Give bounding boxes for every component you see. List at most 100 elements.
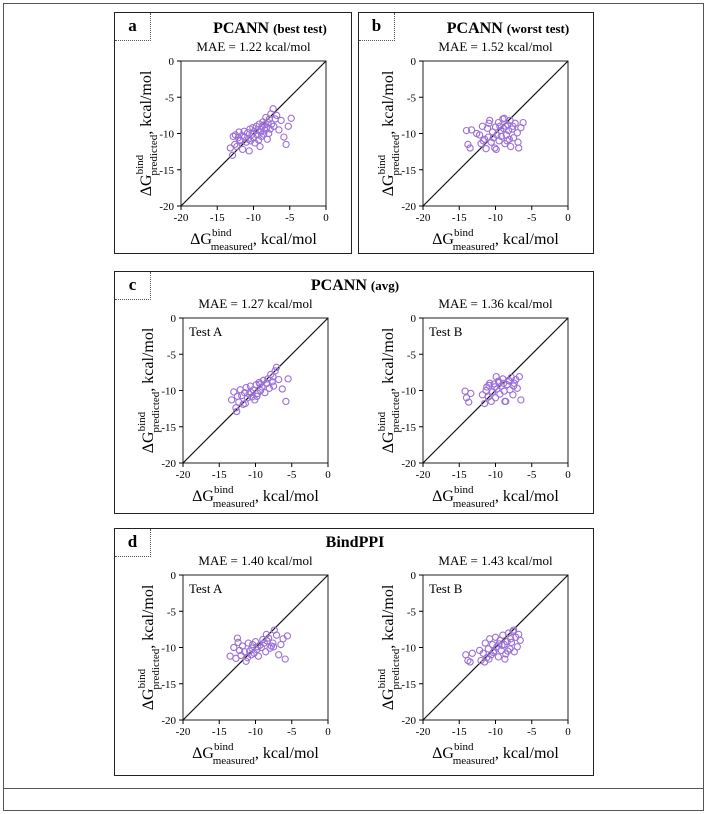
y-tick-label: -15 <box>401 165 416 177</box>
x-tick-label: -20 <box>416 469 431 481</box>
x-tick-label: 0 <box>565 469 571 481</box>
data-point <box>234 638 242 647</box>
data-point <box>509 122 517 130</box>
panel-c-tag: c <box>115 272 151 300</box>
data-point <box>513 129 521 137</box>
y-axis-label: ΔGbind predicted, kcal/mol <box>136 584 162 710</box>
y-tick-label: 0 <box>169 56 175 68</box>
y-tick-label: -10 <box>159 129 174 141</box>
y-tick-label: 0 <box>411 56 417 68</box>
y-tick-label: -15 <box>161 679 176 691</box>
data-point <box>509 382 518 390</box>
panel-a-tag: a <box>115 13 151 41</box>
data-point <box>241 399 249 408</box>
data-point <box>262 630 271 639</box>
data-point <box>489 648 497 657</box>
data-point <box>269 105 277 113</box>
data-point <box>248 644 256 652</box>
data-point <box>247 389 255 397</box>
data-point <box>515 144 523 152</box>
identity-line <box>182 574 329 721</box>
y-axis-label-group: ΔGbind predicted, kcal/mol <box>376 327 402 453</box>
panel-c-title-paren: (avg) <box>370 278 400 293</box>
data-point <box>251 396 259 404</box>
x-tick-label: -15 <box>452 469 467 481</box>
data-point <box>272 631 281 639</box>
panel-c: c PCANN (avg) MAE = 1.27 kcal/mol -20 -15 -… <box>114 271 594 514</box>
data-point <box>260 130 268 138</box>
data-point <box>473 129 481 138</box>
mae-label: MAE = 1.43 kcal/mol <box>438 553 553 568</box>
mae-label: MAE = 1.40 kcal/mol <box>198 553 313 568</box>
x-tick-label: -5 <box>287 469 297 481</box>
data-point <box>513 384 521 392</box>
x-tick-label: 0 <box>325 726 331 738</box>
data-point <box>228 151 237 159</box>
y-tick-label: -20 <box>401 458 416 470</box>
x-tick-label: -5 <box>527 212 537 224</box>
y-axis-label-group: ΔGbind predicted, kcal/mol <box>376 70 402 196</box>
data-point <box>497 132 505 141</box>
data-point <box>509 391 517 399</box>
panel-c-title-main: PCANN <box>310 277 367 294</box>
data-point <box>283 632 292 640</box>
data-point <box>269 639 277 647</box>
y-tick-label: -15 <box>159 165 174 177</box>
y-tick-label: 0 <box>171 570 177 582</box>
mae-label: MAE = 1.27 kcal/mol <box>198 296 313 311</box>
scatter-chart-d-test-b: MAE = 1.43 kcal/mol -20 -15 -10 -5 0 -20 -15 -10… <box>376 553 571 767</box>
data-point <box>494 653 503 661</box>
data-point <box>508 125 516 133</box>
data-point <box>264 634 273 642</box>
data-point <box>273 111 281 120</box>
panel-b-title-paren: (worst test) <box>506 21 570 36</box>
data-point <box>233 634 242 642</box>
panel-d: d BindPPI MAE = 1.40 kcal/mol -20 -15 -10 -5… <box>114 528 594 776</box>
test-label: Test B <box>429 581 463 596</box>
data-point <box>494 118 503 127</box>
y-tick-label: -15 <box>401 422 416 434</box>
data-point <box>263 379 271 387</box>
y-axis-label: ΔGbind predicted, kcal/mol <box>136 327 162 453</box>
data-point <box>483 124 492 133</box>
data-point <box>481 639 489 647</box>
data-point <box>507 638 516 647</box>
identity-line <box>180 60 327 207</box>
y-tick-label: -15 <box>161 422 176 434</box>
scatter-chart-c-test-b: MAE = 1.36 kcal/mol -20 -15 -10 -5 0 -20 -15 -10… <box>376 296 571 510</box>
data-point <box>504 647 512 655</box>
data-point <box>480 399 489 408</box>
data-point <box>262 648 270 656</box>
data-point <box>496 122 504 130</box>
data-point <box>240 648 249 656</box>
x-tick-label: -15 <box>212 726 227 738</box>
x-tick-label: -5 <box>527 726 537 738</box>
data-point <box>236 136 244 144</box>
data-point <box>282 140 290 149</box>
data-point <box>492 145 500 154</box>
panel-c-title: PCANN (avg) <box>255 277 455 295</box>
data-point <box>495 137 503 145</box>
identity-line <box>422 574 569 721</box>
y-tick-label: 0 <box>171 313 177 325</box>
panel-d-title: BindPPI <box>255 534 455 552</box>
x-tick-label: -15 <box>452 212 467 224</box>
y-tick-label: 0 <box>411 313 417 325</box>
data-point <box>486 116 494 125</box>
data-point <box>515 373 524 381</box>
x-tick-label: -20 <box>416 212 431 224</box>
y-axis-label-group: ΔGbind predicted, kcal/mol <box>134 70 160 196</box>
x-tick-label: -5 <box>285 212 295 224</box>
y-tick-label: -20 <box>161 715 176 727</box>
panel-b: b PCANN (worst test) MAE = 1.52 kcal/mol… <box>358 12 594 254</box>
x-tick-label: -15 <box>452 726 467 738</box>
x-tick-label: -10 <box>248 726 263 738</box>
y-tick-label: -5 <box>167 606 177 618</box>
panel-d-title-main: BindPPI <box>325 534 385 551</box>
y-axis-label-group: ΔGbind predicted, kcal/mol <box>136 327 162 453</box>
data-point <box>264 118 272 127</box>
data-point <box>498 641 506 649</box>
y-tick-label: -20 <box>401 715 416 727</box>
data-point <box>465 398 473 406</box>
data-point <box>495 378 503 387</box>
